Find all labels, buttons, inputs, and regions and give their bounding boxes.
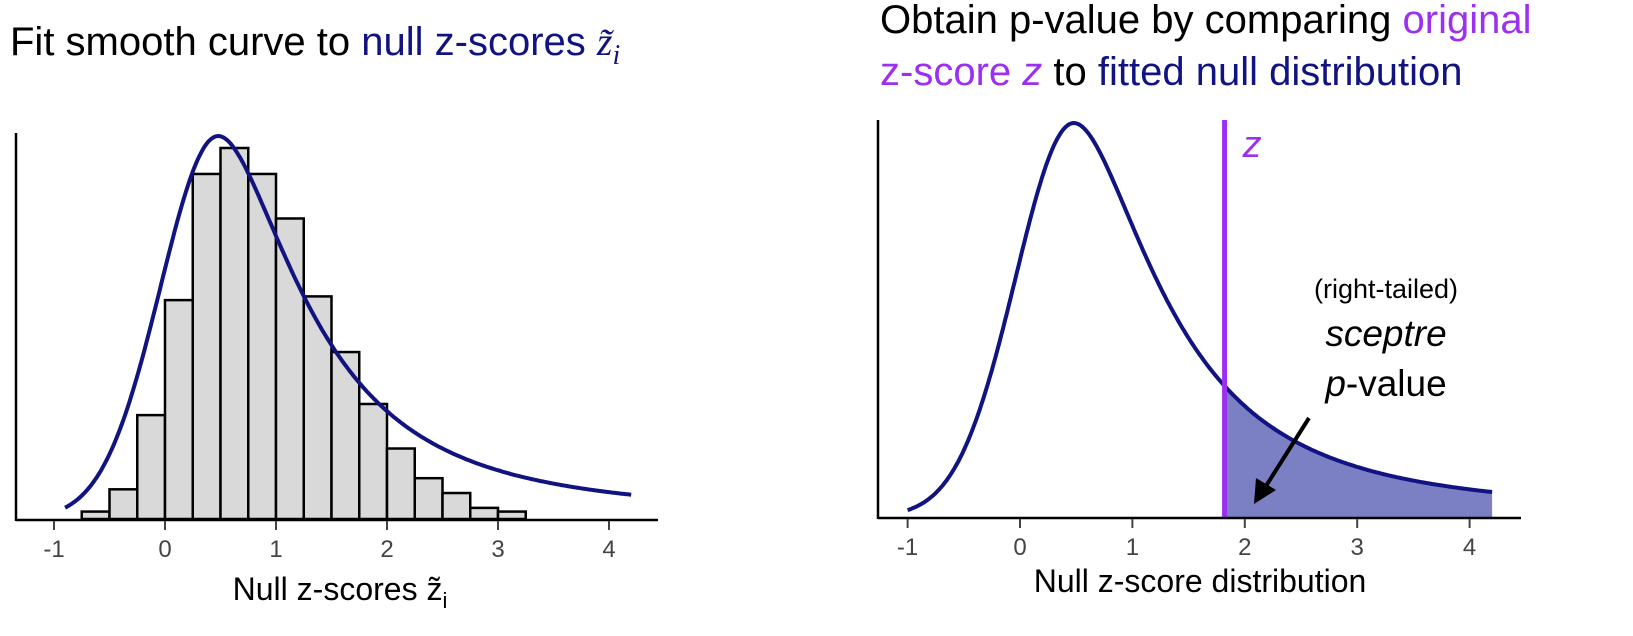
right-title-highlight-original: original (1402, 0, 1532, 42)
histogram-bar (385, 447, 416, 521)
right-x-axis-label: Null z-score distribution (1034, 563, 1367, 599)
left-title: Fit smooth curve to null z-scores z̃i (10, 16, 620, 82)
right-fitted-curve (906, 120, 1493, 513)
right-x-tick-label: 2 (1238, 534, 1251, 561)
histogram-bar (413, 476, 444, 521)
left-x-tick-label: 1 (269, 536, 282, 563)
left-title-subscript: i (612, 40, 621, 71)
left-x-tick-label: 4 (602, 536, 615, 563)
left-bars-group (80, 146, 527, 521)
histogram-bar (163, 298, 194, 521)
right-x-tick-label: 4 (1463, 534, 1476, 561)
histogram-bar (80, 510, 111, 521)
histogram-bar (469, 506, 500, 521)
histogram-bar (302, 295, 333, 521)
left-title-highlight-text: null z-scores (361, 20, 586, 64)
histogram-bar (441, 491, 472, 521)
right-title-to: to (1053, 50, 1087, 94)
left-x-tick-label: 2 (380, 536, 393, 563)
histogram-bar (219, 146, 250, 521)
annotation-pvalue: p-value (1324, 363, 1446, 404)
right-x-tick-label: -1 (897, 534, 918, 561)
histogram-bar (191, 172, 222, 521)
right-title-prefix: Obtain p-value by comparing (880, 0, 1392, 42)
left-title-prefix: Fit smooth curve to (10, 20, 351, 64)
left-x-tick-label: 0 (158, 536, 171, 563)
annotation-arrow-shaft (1264, 416, 1311, 488)
left-x-tick-label: 3 (491, 536, 504, 563)
right-title-line2: z-score z to fitted null distribution (880, 46, 1463, 98)
left-x-tick-label: -1 (43, 536, 64, 563)
left-title-highlight: null z-scores z̃i (361, 19, 620, 71)
right-x-tick-label: 3 (1351, 534, 1364, 561)
histogram-bar (358, 402, 389, 521)
histogram-bar (108, 488, 139, 521)
annotation-right-tailed: (right-tailed) (1314, 274, 1458, 304)
right-x-tick-label: 1 (1126, 534, 1139, 561)
right-title-zscore: z-score (880, 50, 1012, 94)
histogram-bar (136, 413, 167, 521)
right-title-fitted-null: fitted null distribution (1097, 50, 1463, 94)
right-tail-area (1224, 385, 1493, 517)
observed-z-label: z (1242, 124, 1262, 166)
annotation-arrow-head (1254, 478, 1276, 504)
right-x-ticks-group: -1 0 1 2 3 4 (897, 519, 1476, 561)
histogram-bar (496, 510, 527, 521)
right-title-line1: Obtain p-value by comparing original (880, 0, 1531, 46)
left-x-axis-label: Null z-scores z̃i (233, 571, 448, 613)
right-title-z-symbol: z (1022, 50, 1043, 94)
annotation-sceptre: sceptre (1325, 313, 1446, 354)
right-x-tick-label: 0 (1013, 534, 1026, 561)
left-x-ticks-group: -1 0 1 2 3 4 (43, 521, 616, 563)
left-fitted-curve (64, 133, 632, 510)
left-title-symbol: z̃ (596, 19, 613, 64)
